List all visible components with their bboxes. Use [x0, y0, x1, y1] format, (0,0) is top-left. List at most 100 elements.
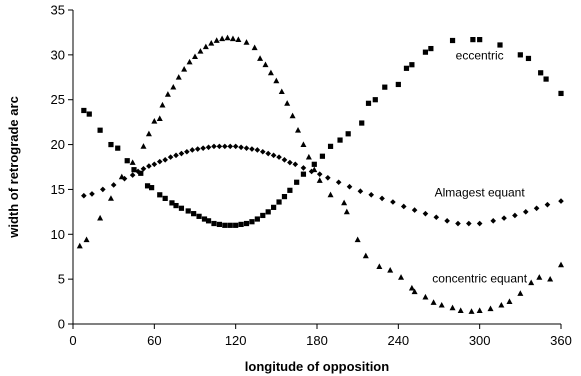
data-point-triangle — [343, 208, 350, 215]
series-concentric-equant — [76, 34, 564, 314]
data-point-square — [138, 170, 144, 176]
y-tick-label: 30 — [51, 47, 65, 62]
data-point-square — [222, 222, 228, 228]
data-point-diamond — [194, 146, 201, 152]
data-point-diamond — [281, 157, 288, 163]
data-point-triangle — [305, 153, 312, 160]
data-point-diamond — [243, 145, 250, 151]
data-point-square — [422, 49, 429, 55]
data-point-diamond — [270, 152, 277, 159]
data-point-square — [525, 55, 532, 62]
data-point-triangle — [76, 242, 83, 249]
data-point-diamond — [368, 192, 375, 198]
data-point-diamond — [140, 165, 147, 172]
data-point-diamond — [121, 175, 128, 182]
data-point-diamond — [254, 147, 261, 153]
data-point-square — [185, 208, 191, 214]
annotation-eccentric: eccentric — [456, 48, 504, 62]
data-point-triangle — [295, 127, 302, 133]
data-point-triangle — [97, 214, 104, 221]
data-point-triangle — [362, 252, 369, 259]
data-point-square — [191, 211, 197, 217]
data-point-diamond — [232, 143, 239, 150]
data-point-triangle — [273, 77, 280, 84]
data-point-diamond — [81, 192, 87, 199]
data-point-square — [144, 183, 151, 189]
data-point-triangle — [498, 301, 505, 308]
data-point-square — [211, 220, 217, 227]
data-point-square — [124, 158, 130, 164]
data-point-diamond — [110, 182, 117, 188]
data-point-square — [196, 213, 202, 219]
data-point-diamond — [490, 218, 497, 224]
data-point-square — [205, 218, 212, 224]
data-point-diamond — [100, 186, 106, 193]
data-point-square — [428, 45, 434, 52]
x-tick-label: 300 — [469, 333, 491, 348]
data-point-diamond — [173, 152, 179, 159]
data-point-triangle — [354, 236, 361, 243]
data-point-triangle — [408, 284, 415, 291]
data-point-diamond — [184, 148, 190, 155]
data-point-triangle — [300, 141, 307, 147]
annotations: eccentric Almagest equant concentric equan… — [432, 48, 527, 285]
data-point-diamond — [167, 154, 174, 160]
data-point-square — [216, 221, 222, 228]
data-point-diamond — [444, 218, 450, 224]
data-point-triangle — [262, 61, 269, 68]
data-point-square — [281, 194, 288, 200]
data-point-triangle — [311, 166, 318, 173]
data-point-square — [115, 145, 121, 151]
data-point-diamond — [522, 209, 529, 215]
data-point-square — [169, 200, 175, 206]
data-point-diamond — [422, 210, 429, 217]
data-point-diamond — [189, 147, 196, 153]
data-point-diamond — [178, 150, 185, 157]
data-point-square — [254, 216, 260, 222]
y-axis-title: width of retrograde arc — [6, 96, 21, 239]
data-point-diamond — [135, 168, 141, 175]
y-tick-label: 10 — [51, 227, 65, 242]
y-tick-label: 20 — [51, 137, 65, 152]
data-point-diamond — [316, 171, 323, 177]
data-point-triangle — [327, 191, 334, 198]
data-point-square — [108, 141, 114, 148]
data-point-diamond — [227, 143, 234, 150]
data-point-square — [372, 97, 378, 103]
data-point-diamond — [379, 195, 385, 202]
data-point-triangle — [506, 298, 513, 304]
data-point-triangle — [235, 36, 242, 43]
data-point-diamond — [390, 199, 396, 205]
data-point-diamond — [146, 163, 152, 169]
annotation-almagest-equant: Almagest equant — [435, 186, 526, 200]
data-point-diamond — [151, 161, 158, 168]
data-point-diamond — [558, 198, 564, 204]
data-point-square — [178, 205, 185, 211]
data-point-square — [449, 37, 456, 44]
data-point-triangle — [528, 279, 535, 286]
x-tick-label: 60 — [147, 333, 161, 348]
data-point-diamond — [533, 205, 540, 212]
data-point-triangle — [251, 44, 258, 51]
y-tick-label: 0 — [58, 317, 65, 332]
data-point-diamond — [400, 203, 407, 210]
data-point-square — [131, 167, 137, 173]
data-point-triangle — [547, 275, 554, 282]
data-point-square — [359, 120, 365, 126]
data-point-square — [294, 179, 300, 185]
data-point-square — [81, 107, 87, 114]
data-point-square — [157, 192, 163, 198]
data-point-diamond — [200, 145, 206, 151]
data-point-square — [227, 222, 233, 228]
data-point-diamond — [205, 144, 212, 151]
data-point-diamond — [156, 158, 163, 165]
data-point-triangle — [224, 34, 231, 41]
data-point-square — [365, 100, 372, 106]
data-point-diamond — [335, 179, 342, 186]
data-point-triangle — [170, 83, 177, 90]
data-point-square — [517, 52, 523, 58]
data-point-triangle — [151, 118, 158, 124]
data-point-diamond — [325, 174, 331, 181]
data-point-triangle — [517, 290, 524, 296]
